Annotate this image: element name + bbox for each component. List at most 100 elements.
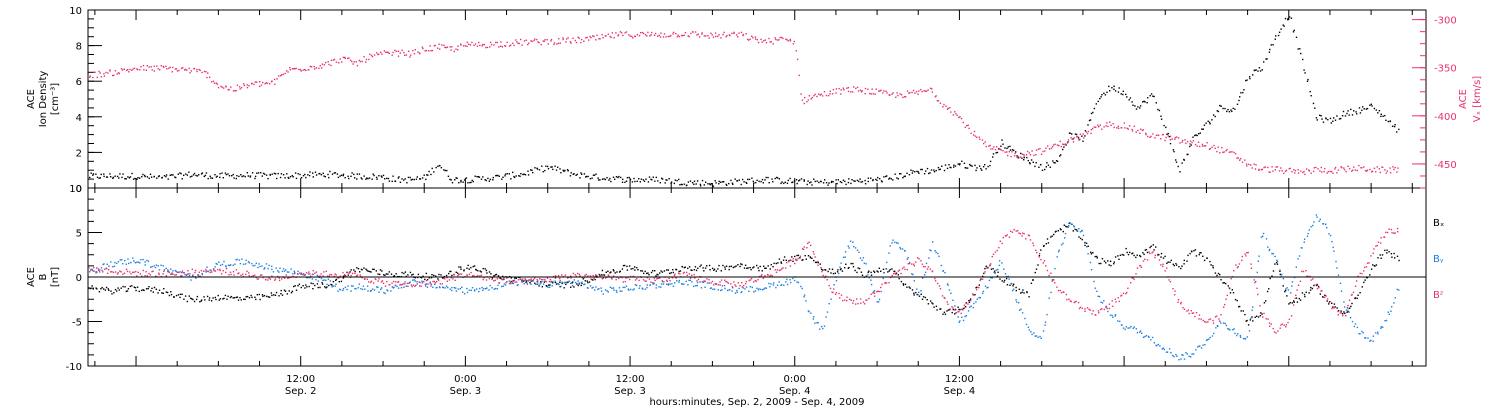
by-point <box>1215 327 1217 329</box>
vx-point <box>1123 122 1126 124</box>
b-ylabel-line1: ACE <box>26 267 37 287</box>
by-point <box>1020 308 1022 310</box>
vx-point <box>543 40 545 43</box>
density-point <box>1316 119 1318 121</box>
by-point <box>768 282 770 285</box>
bz-point <box>1042 262 1044 264</box>
bz-point <box>638 279 640 282</box>
density-point <box>903 175 905 178</box>
bx-point <box>243 298 245 300</box>
bz-point <box>314 272 316 274</box>
by-point <box>954 305 956 307</box>
bz-point <box>750 277 753 280</box>
vx-point <box>542 40 544 42</box>
density-point <box>824 179 826 181</box>
bx-point <box>204 299 206 301</box>
vx-point <box>867 88 869 90</box>
by-point <box>547 286 549 288</box>
bz-point <box>168 271 170 274</box>
density-point <box>157 175 160 178</box>
vx-point <box>1045 147 1047 149</box>
density-point <box>1306 80 1309 82</box>
bx-point <box>1390 253 1393 255</box>
density-point <box>1023 159 1025 161</box>
bx-point <box>891 268 893 270</box>
density-point <box>308 174 311 177</box>
bx-point <box>306 286 308 288</box>
bx-point <box>904 283 907 285</box>
vx-point <box>1090 132 1092 135</box>
bx-point <box>1364 279 1366 281</box>
bz-point <box>1162 263 1164 265</box>
by-point <box>258 263 260 265</box>
density-point <box>987 165 989 168</box>
bz-point <box>524 278 526 280</box>
by-point <box>944 272 946 274</box>
bz-point <box>512 280 515 282</box>
by-point <box>719 284 721 286</box>
density-point <box>953 164 955 166</box>
bz-point <box>1195 312 1198 314</box>
density-point <box>207 177 209 180</box>
bx-point <box>1229 292 1232 294</box>
vx-point <box>1371 171 1373 173</box>
density-point <box>935 169 937 172</box>
bz-point <box>1226 294 1228 297</box>
bz-point <box>1027 234 1030 236</box>
density-point <box>1209 123 1211 125</box>
by-point <box>600 290 603 292</box>
by-point <box>753 291 755 293</box>
bx-point <box>108 289 110 291</box>
by-point <box>96 271 98 273</box>
by-point <box>299 272 301 274</box>
x-tick-date: Sep. 2 <box>285 386 317 397</box>
by-point <box>205 271 207 273</box>
by-point <box>485 288 487 290</box>
by-point <box>99 269 101 271</box>
density-point <box>851 179 853 181</box>
density-point <box>263 173 266 175</box>
vx-point <box>1186 140 1189 143</box>
density-point <box>1090 112 1093 115</box>
by-point <box>1162 347 1164 349</box>
vx-point <box>1162 133 1164 136</box>
vx-point <box>1047 145 1049 147</box>
by-point <box>616 291 618 293</box>
vx-point <box>1169 139 1172 141</box>
bx-point <box>1342 313 1344 315</box>
by-point <box>644 288 647 290</box>
density-point <box>1101 94 1103 96</box>
bz-point <box>452 278 454 280</box>
vx-point <box>227 89 229 91</box>
bx-point <box>1015 286 1017 289</box>
bz-point <box>868 297 870 300</box>
bx-point <box>1244 313 1246 316</box>
by-point <box>808 310 810 313</box>
vx-point <box>1327 170 1329 173</box>
density-point <box>686 184 688 186</box>
density-point <box>1047 164 1050 166</box>
density-point <box>982 166 985 168</box>
bz-point <box>297 273 299 275</box>
by-point <box>940 264 942 267</box>
by-point <box>121 259 123 261</box>
bx-point <box>775 262 777 265</box>
bz-point <box>1361 272 1363 275</box>
bz-point <box>888 282 890 284</box>
by-point <box>355 288 357 290</box>
bx-point <box>208 297 211 299</box>
by-point <box>700 287 703 289</box>
by-point <box>955 312 958 314</box>
bx-point <box>1003 281 1005 283</box>
bx-point <box>700 264 702 266</box>
bz-point <box>444 278 446 280</box>
vx-point <box>489 41 492 44</box>
vx-point <box>811 96 814 99</box>
bz-point <box>770 274 772 276</box>
bz-point <box>895 273 897 276</box>
vx-point <box>586 36 588 39</box>
density-point <box>144 175 146 178</box>
y-tick-label: 5 <box>76 229 82 240</box>
bx-point <box>1166 262 1168 264</box>
bx-point <box>177 294 180 296</box>
